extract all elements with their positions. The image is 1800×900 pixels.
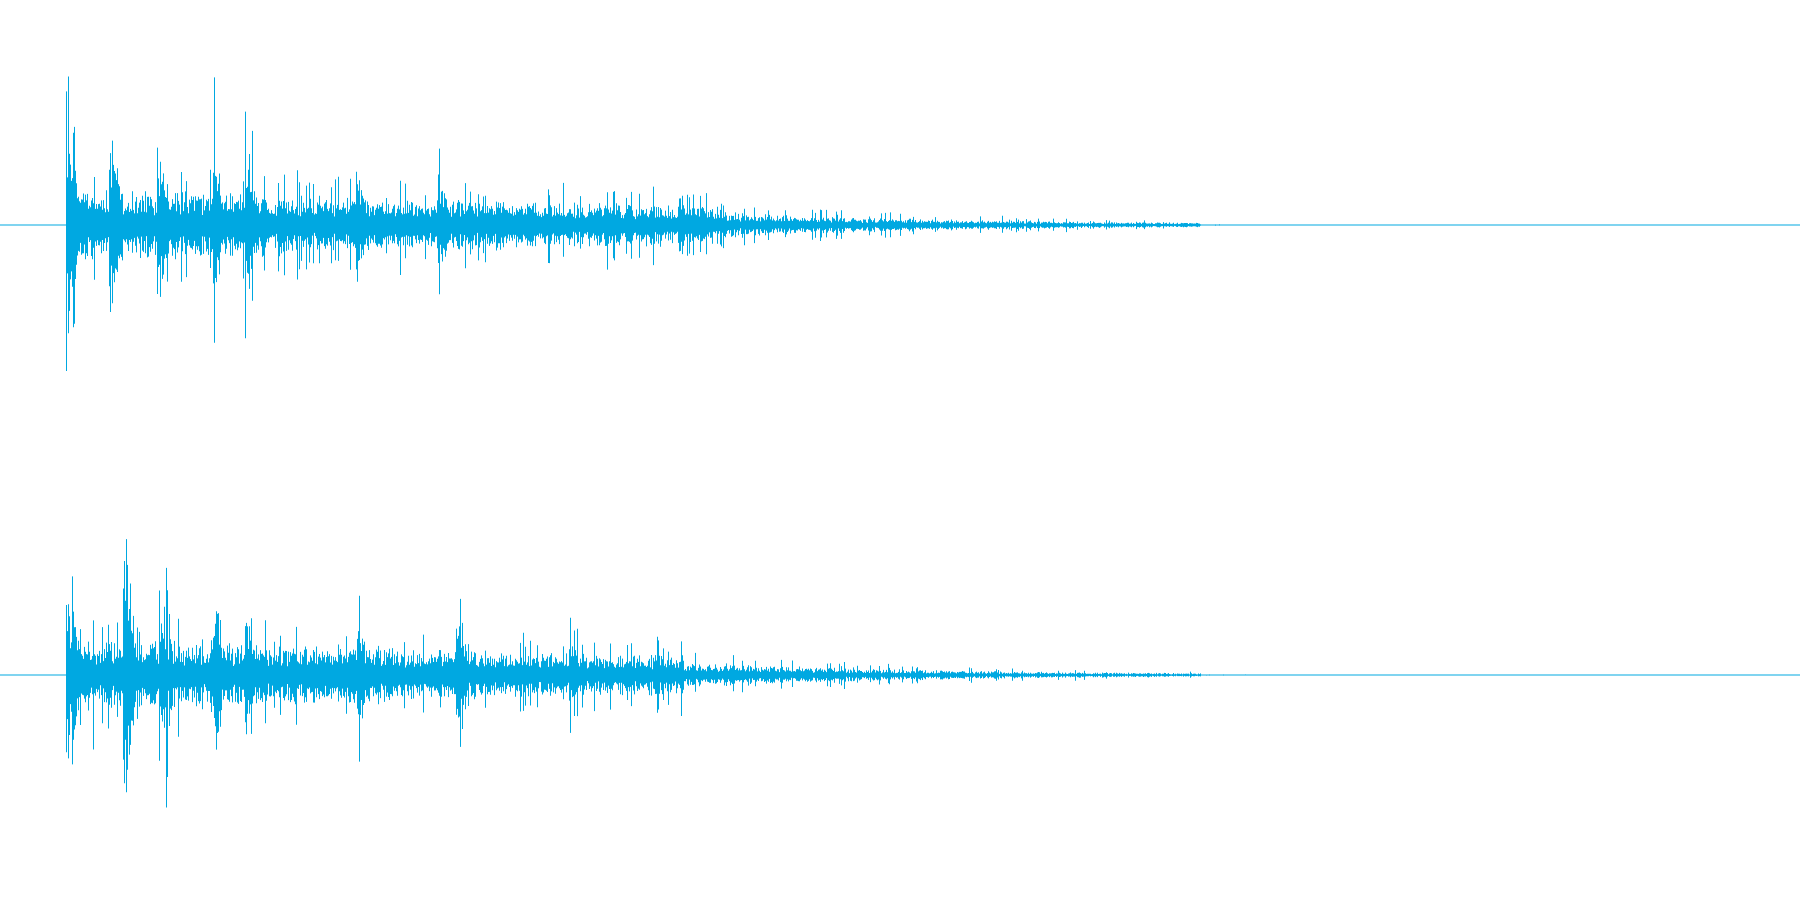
waveform-channel-2-samples: [66, 539, 1255, 808]
waveform-channel-2: [0, 539, 1800, 808]
waveform-channel-1: [0, 76, 1800, 371]
waveform-channel-1-samples: [66, 76, 1258, 371]
